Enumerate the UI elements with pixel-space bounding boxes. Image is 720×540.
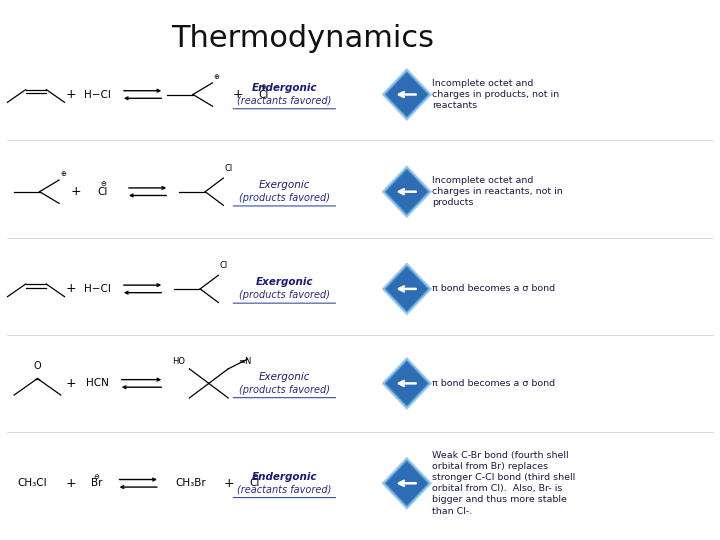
Polygon shape [382, 263, 431, 315]
Polygon shape [385, 361, 428, 406]
Text: Weak C-Br bond (fourth shell
orbital from Br) replaces
stronger C-Cl bond (third: Weak C-Br bond (fourth shell orbital fro… [432, 451, 575, 516]
Text: +: + [66, 282, 76, 295]
Text: (reactants favored): (reactants favored) [237, 96, 332, 106]
Text: HCN: HCN [86, 379, 109, 388]
Text: Exergonic: Exergonic [256, 278, 313, 287]
Text: Exergonic: Exergonic [258, 372, 310, 382]
Text: ⊕: ⊕ [60, 171, 66, 177]
Text: +: + [71, 185, 81, 198]
Text: (reactants favored): (reactants favored) [237, 485, 332, 495]
Polygon shape [382, 457, 431, 509]
Text: HO: HO [173, 356, 186, 366]
Text: Cl: Cl [220, 261, 228, 270]
Text: Thermodynamics: Thermodynamics [171, 24, 434, 53]
Text: π bond becomes a σ bond: π bond becomes a σ bond [432, 285, 555, 293]
Text: Exergonic: Exergonic [258, 180, 310, 190]
Text: Cl: Cl [250, 478, 260, 488]
Text: +: + [224, 477, 234, 490]
Polygon shape [385, 461, 428, 506]
Text: Endergonic: Endergonic [252, 472, 317, 482]
Text: Endergonic: Endergonic [252, 83, 317, 93]
Text: Cl: Cl [258, 90, 269, 99]
Polygon shape [385, 72, 428, 117]
Text: ⊖: ⊖ [100, 181, 106, 187]
Text: Incomplete octet and
charges in reactants, not in
products: Incomplete octet and charges in reactant… [432, 176, 563, 207]
Text: Cl: Cl [98, 187, 108, 197]
Text: CH₃Br: CH₃Br [176, 478, 206, 488]
Text: H−Cl: H−Cl [84, 90, 111, 99]
Text: +: + [66, 88, 76, 101]
Polygon shape [382, 357, 431, 409]
Text: O: O [34, 361, 41, 371]
Text: π bond becomes a σ bond: π bond becomes a σ bond [432, 379, 555, 388]
Polygon shape [382, 166, 431, 218]
Text: ⊖: ⊖ [252, 474, 258, 480]
Polygon shape [382, 69, 431, 120]
Text: +: + [233, 88, 243, 101]
Text: Cl: Cl [225, 164, 233, 173]
Text: ⊖: ⊖ [94, 474, 99, 480]
Text: (products favored): (products favored) [239, 385, 330, 395]
Text: ⊕: ⊕ [261, 84, 266, 90]
Text: H−Cl: H−Cl [84, 284, 111, 294]
Text: Br: Br [91, 478, 102, 488]
Text: (products favored): (products favored) [239, 291, 330, 300]
Polygon shape [385, 266, 428, 312]
Text: +: + [66, 477, 76, 490]
Text: (products favored): (products favored) [239, 193, 330, 203]
Text: ≡N: ≡N [238, 356, 252, 366]
Text: Incomplete octet and
charges in products, not in
reactants: Incomplete octet and charges in products… [432, 79, 559, 110]
Text: ⊕: ⊕ [213, 74, 219, 80]
Polygon shape [385, 169, 428, 214]
Text: CH₃Cl: CH₃Cl [17, 478, 48, 488]
Text: +: + [66, 377, 76, 390]
